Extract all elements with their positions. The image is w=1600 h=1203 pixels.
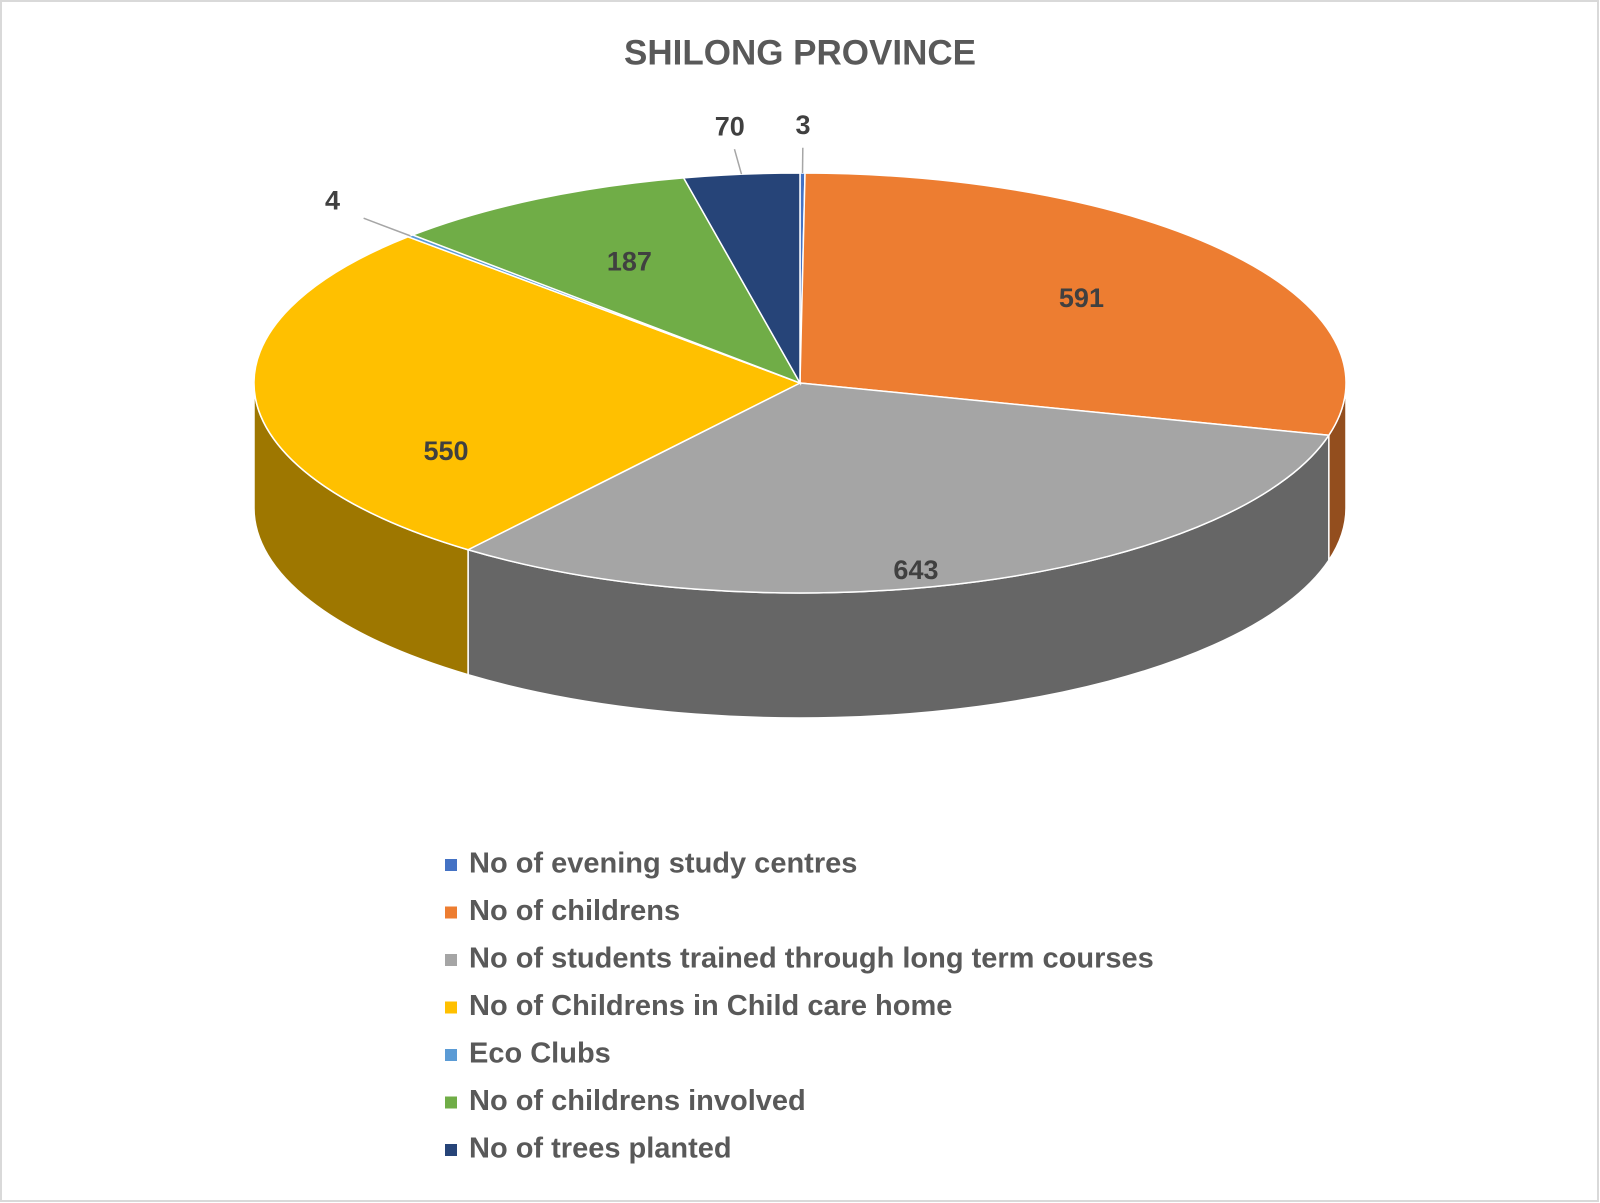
legend-swatch <box>445 859 457 871</box>
slice <box>466 382 1331 594</box>
legend-label: No of childrens involved <box>469 1085 806 1117</box>
slice <box>410 177 802 385</box>
leader-line <box>733 148 743 175</box>
data-label: 70 <box>715 112 745 142</box>
slice <box>799 172 1347 437</box>
legend-label: No of evening study centres <box>469 848 857 880</box>
data-label: 550 <box>424 436 469 466</box>
legend-label: No of trees planted <box>469 1133 732 1165</box>
data-label: 591 <box>1059 283 1104 313</box>
legend-label: No of Childrens in Child care home <box>469 990 952 1022</box>
data-label: 643 <box>893 555 938 585</box>
leader-line <box>363 217 411 237</box>
legend-label: Eco Clubs <box>469 1038 611 1070</box>
data-label: 3 <box>795 110 810 140</box>
legend-swatch <box>445 1144 457 1156</box>
slice <box>253 235 802 551</box>
legend-swatch <box>445 1001 457 1014</box>
data-label: 4 <box>325 186 340 216</box>
legend-swatch <box>445 1049 457 1061</box>
legend-label: No of students trained through long term… <box>469 943 1154 975</box>
chart-title: SHILONG PROVINCE <box>624 33 976 72</box>
legend-swatch <box>445 1096 457 1109</box>
legend-label: No of childrens <box>469 895 680 927</box>
data-label: 187 <box>607 246 652 276</box>
legend-swatch <box>445 906 457 919</box>
legend-swatch <box>445 954 457 966</box>
slice <box>682 172 801 386</box>
